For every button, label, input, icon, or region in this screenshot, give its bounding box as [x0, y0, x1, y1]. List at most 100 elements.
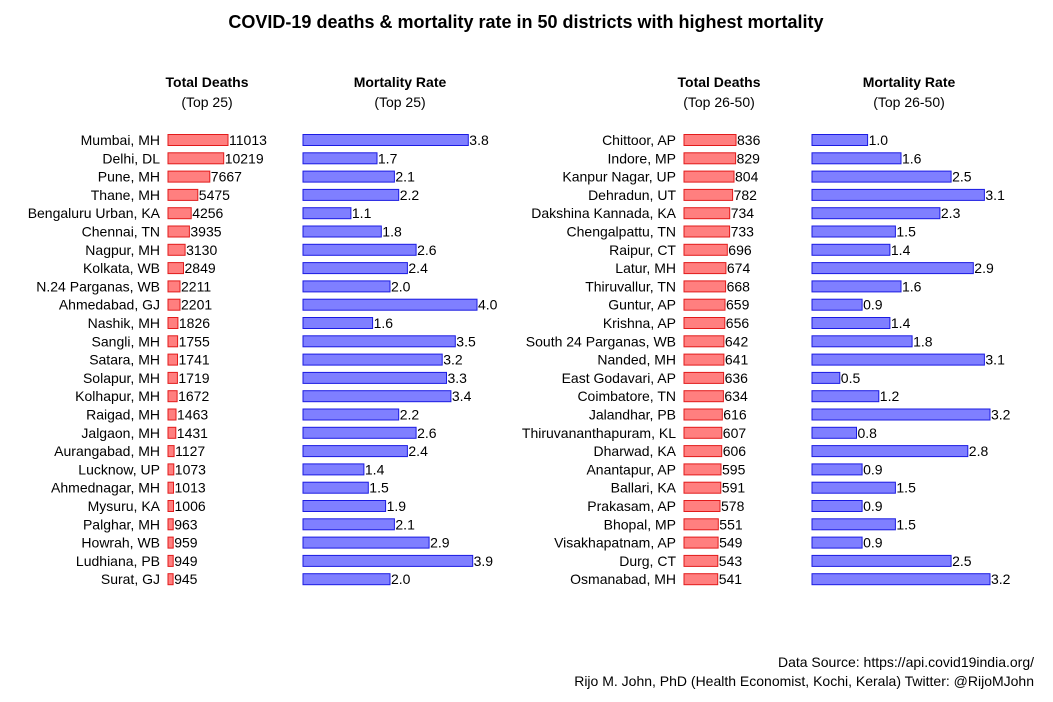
chart-title: COVID-19 deaths & mortality rate in 50 d…: [228, 12, 823, 32]
data-source-caption: Data Source: https://api.covid19india.or…: [778, 654, 1034, 670]
deaths-top25-bar: [167, 500, 174, 512]
deaths-top25-category-label: Palghar, MH: [83, 516, 160, 532]
deaths-top25-bar: [167, 335, 179, 348]
rate-top25-bar: [302, 371, 447, 384]
rate-top50-bar: [811, 536, 863, 549]
rate-top25-value-label: 3.8: [469, 132, 489, 148]
rate-top50-value-label: 2.5: [952, 553, 972, 569]
deaths-top50-value-label: 829: [737, 150, 761, 166]
rate-top50-value-label: 1.2: [880, 388, 900, 404]
rate-top25-value-label: 1.9: [387, 498, 407, 514]
deaths-top50-bar: [683, 317, 726, 329]
deaths-top50-value-label: 674: [727, 260, 751, 276]
deaths-top25-value-label: 1013: [175, 480, 206, 496]
rate-top50-bar: [811, 445, 969, 458]
deaths-top50-value-label: 607: [723, 425, 747, 441]
deaths-top25-value-label: 1741: [179, 352, 210, 368]
deaths-top25-category-label: Nashik, MH: [88, 315, 160, 331]
rate-top50-value-label: 1.0: [869, 132, 889, 148]
deaths-top25-category-label: Jalgaon, MH: [81, 425, 160, 441]
rate-top25-bar: [302, 554, 474, 567]
rate-top25-bar: [302, 188, 400, 201]
rate-top50-value-label: 1.4: [891, 315, 911, 331]
deaths-top25-value-label: 11013: [229, 132, 267, 148]
panel-2-subtitle: (Top 25): [374, 94, 425, 110]
deaths-top25-category-label: N.24 Parganas, WB: [36, 278, 160, 294]
rate-top25-bar: [302, 463, 365, 476]
rate-top25-value-label: 2.2: [400, 407, 420, 423]
deaths-top25-category-label: Sangli, MH: [92, 333, 160, 349]
rate-top25-value-label: 3.4: [452, 388, 472, 404]
rate-top25-bar: [302, 426, 417, 439]
rate-top50-value-label: 3.2: [991, 571, 1011, 587]
deaths-top25-value-label: 959: [174, 535, 198, 551]
deaths-top25-value-label: 945: [174, 571, 198, 587]
deaths-top25-category-label: Ahmednagar, MH: [51, 480, 160, 496]
deaths-top50-value-label: 578: [721, 498, 745, 514]
deaths-top25-bar: [167, 280, 181, 293]
deaths-top50-category-label: Chittoor, AP: [602, 132, 676, 148]
rate-top50-bar: [811, 463, 863, 476]
deaths-top25-value-label: 2201: [181, 297, 212, 313]
rate-top25-bar: [302, 536, 430, 549]
deaths-top50-bar: [683, 262, 727, 275]
deaths-top50-value-label: 641: [725, 352, 749, 368]
rate-top50-bar: [811, 152, 902, 165]
deaths-top50-category-label: Durg, CT: [619, 553, 676, 569]
rate-top50-value-label: 1.4: [891, 242, 911, 258]
rate-top50-value-label: 1.5: [896, 480, 916, 496]
deaths-top25-category-label: Satara, MH: [89, 352, 160, 368]
deaths-top25-value-label: 1719: [178, 370, 209, 386]
deaths-top50-category-label: Chengalpattu, TN: [567, 224, 676, 240]
deaths-top50-category-label: Latur, MH: [615, 260, 676, 276]
rate-top25-value-label: 1.7: [378, 150, 398, 166]
rate-top25-bar: [302, 335, 456, 348]
rate-top25-value-label: 4.0: [478, 297, 498, 313]
author-caption: Rijo M. John, PhD (Health Economist, Koc…: [574, 673, 1034, 689]
rate-top25-bar: [302, 225, 382, 238]
deaths-top50-value-label: 659: [726, 297, 750, 313]
deaths-top50-category-label: Thiruvallur, TN: [585, 278, 676, 294]
deaths-top25-bar: [167, 554, 174, 567]
deaths-top50-category-label: Nanded, MH: [597, 352, 676, 368]
deaths-top25-bar: [167, 573, 174, 586]
deaths-top50-bar: [683, 445, 723, 458]
deaths-top25-value-label: 4256: [192, 205, 223, 221]
deaths-top25-category-label: Kolkata, WB: [83, 260, 160, 276]
rate-top50-value-label: 0.5: [841, 370, 861, 386]
rate-top25-bar: [302, 445, 408, 458]
deaths-top50-category-label: East Godavari, AP: [562, 370, 676, 386]
deaths-top25-bar: [167, 225, 190, 238]
deaths-top50-category-label: Bhopal, MP: [604, 516, 676, 532]
rate-top50-value-label: 0.9: [863, 461, 883, 477]
rate-top50-bar: [811, 262, 974, 275]
deaths-top25-bar: [167, 262, 184, 275]
rate-top25-value-label: 1.5: [369, 480, 389, 496]
deaths-top50-value-label: 656: [726, 315, 750, 331]
deaths-top25-value-label: 5475: [199, 187, 230, 203]
rate-top50-bar: [811, 134, 869, 146]
deaths-top25-value-label: 949: [174, 553, 198, 569]
rate-top50-bar: [811, 518, 896, 531]
deaths-top25-bar: [167, 152, 225, 165]
rate-top50-bar: [811, 170, 952, 183]
chart-marks: 11013 Mumbai, MH 10219 Delhi, DL 7667 Pune, M…: [28, 132, 1011, 587]
deaths-top50-bar: [683, 335, 725, 348]
panel-2-title: Mortality Rate: [354, 74, 447, 90]
rate-top50-value-label: 2.3: [941, 205, 961, 221]
deaths-top25-bar: [167, 298, 181, 311]
panel-3-title: Total Deaths: [678, 74, 761, 90]
deaths-top50-bar: [683, 243, 728, 256]
deaths-top50-bar: [683, 408, 723, 421]
rate-top50-bar: [811, 390, 880, 403]
rate-top25-bar: [302, 518, 395, 531]
rate-top25-bar: [302, 390, 452, 403]
rate-top25-bar: [302, 207, 352, 220]
deaths-top25-category-label: Howrah, WB: [81, 535, 160, 551]
rate-top50-bar: [811, 353, 985, 366]
deaths-top25-value-label: 1127: [175, 443, 205, 459]
rate-top25-value-label: 3.3: [448, 370, 468, 386]
rate-top50-bar: [811, 207, 941, 220]
deaths-top50-value-label: 636: [725, 370, 749, 386]
